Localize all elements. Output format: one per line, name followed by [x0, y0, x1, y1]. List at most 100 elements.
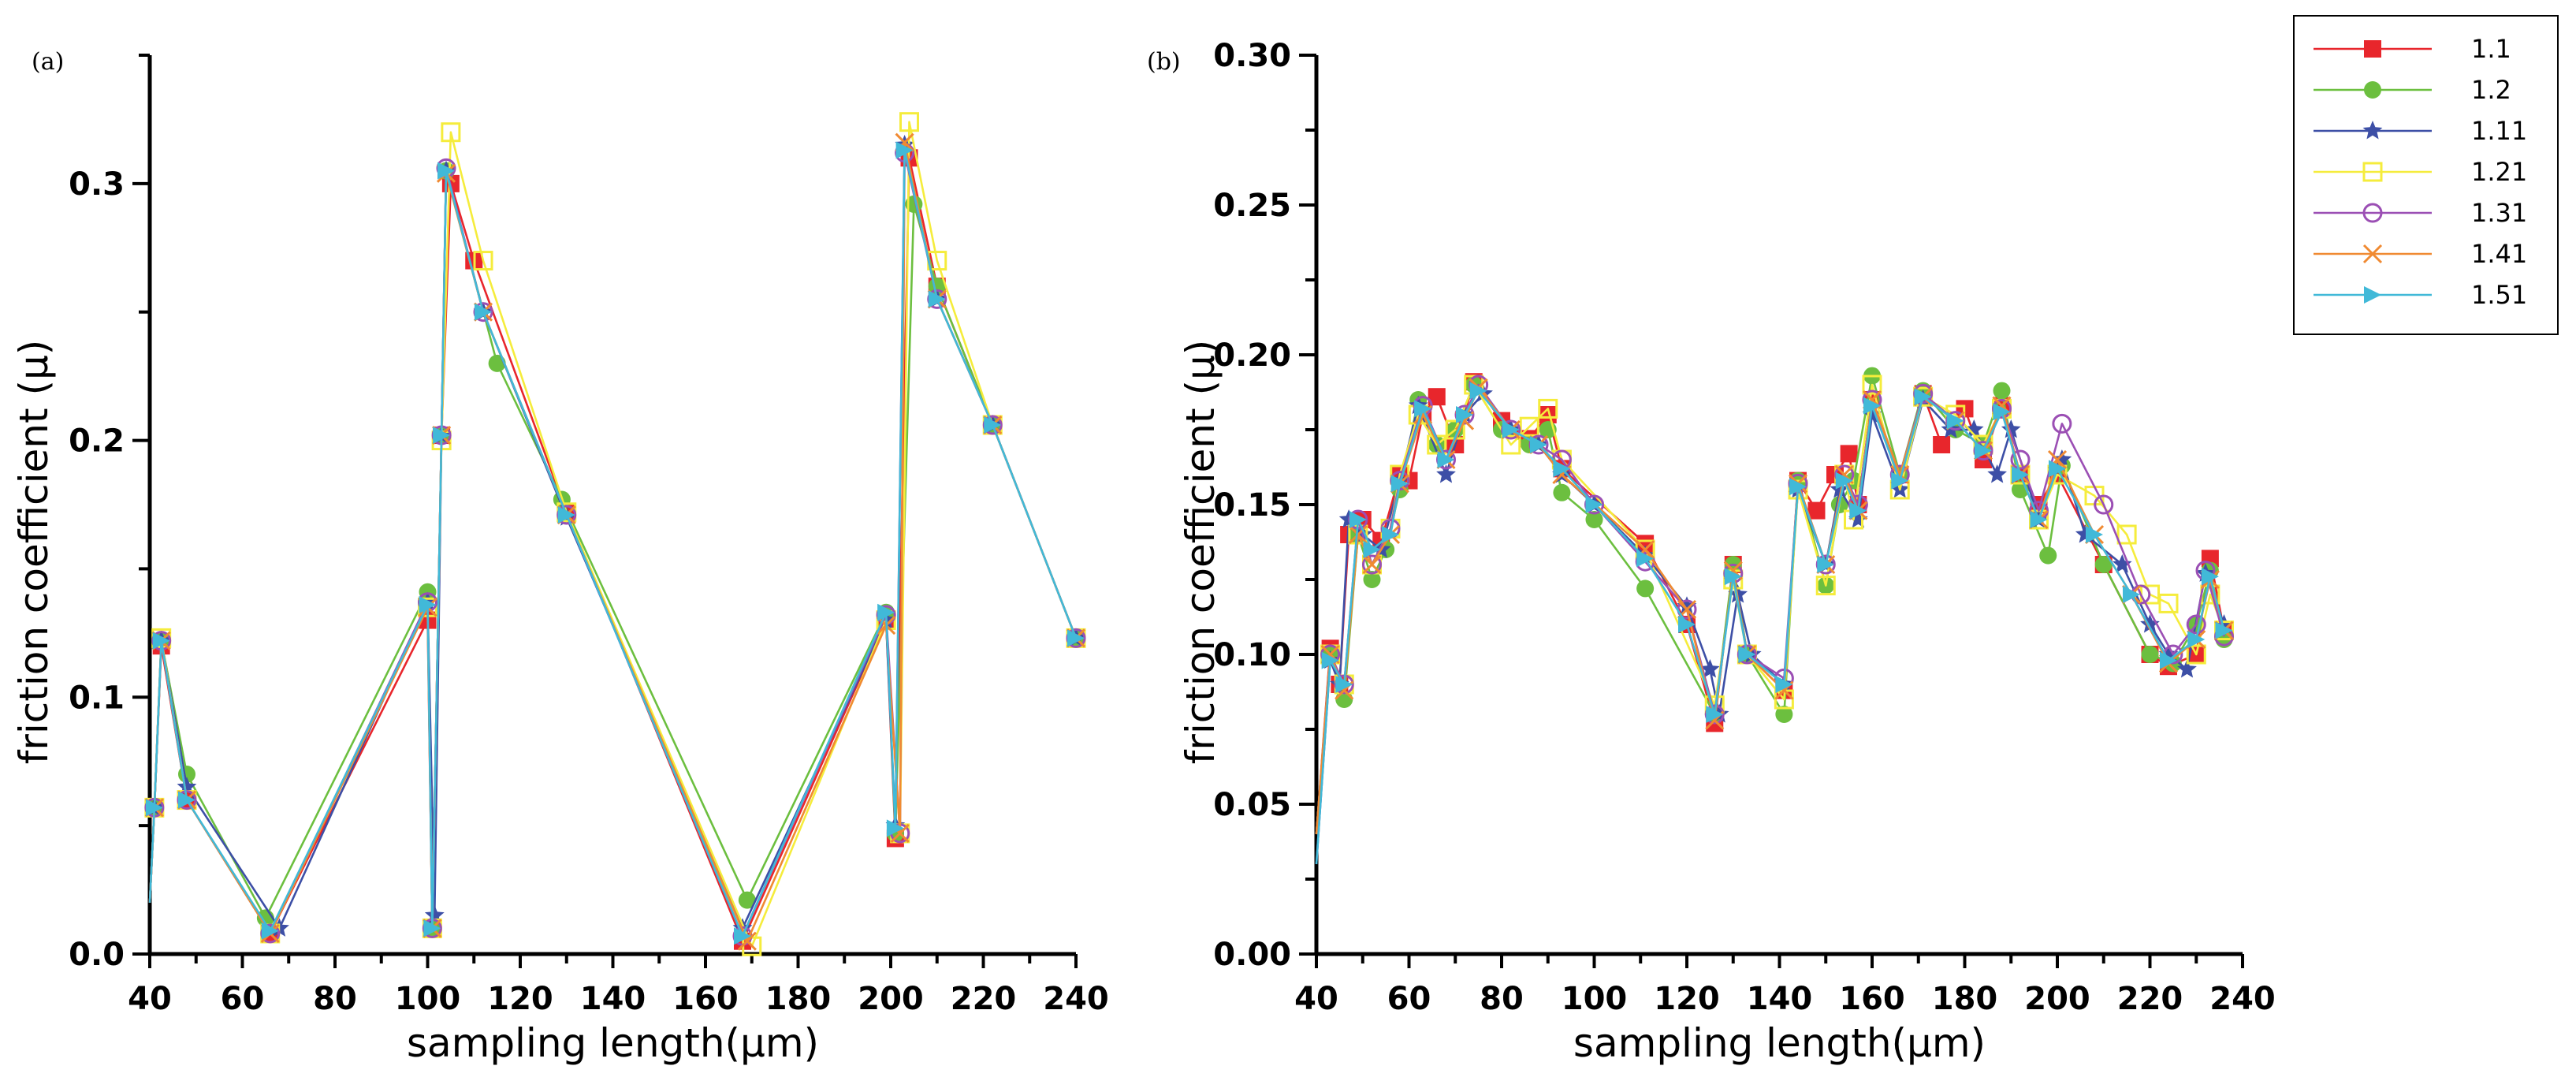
data-point [1436, 464, 1456, 483]
data-point [1363, 571, 1381, 588]
data-point [877, 603, 895, 621]
data-point [2039, 546, 2057, 565]
data-point [1815, 576, 1836, 596]
data-point [1987, 464, 2007, 483]
x-tick-label: 240 [1043, 981, 1109, 1017]
data-point [2094, 556, 2113, 573]
data-point [1390, 475, 1409, 493]
data-point [1862, 375, 1882, 395]
data-point [1363, 541, 1381, 558]
data-point [1585, 496, 1603, 513]
data-point [2177, 659, 2197, 678]
y-tick-label: 0.2 [69, 423, 125, 460]
x-tick-label: 80 [1480, 981, 1524, 1017]
data-point [928, 290, 946, 308]
data-point [2158, 593, 2179, 613]
series-line [148, 149, 1078, 937]
data-point [1414, 400, 1432, 418]
data-point [2187, 631, 2206, 648]
legend-marker [2362, 244, 2383, 264]
legend-label: 1.21 [2471, 157, 2527, 187]
legend-entry: 1.1 [2314, 34, 2511, 64]
panel-b-chart: (b) 40 60 80 100 120 140 160 180 200 220 240 0.00 0.… [1147, 38, 2276, 1066]
data-point [2001, 419, 2021, 438]
legend-marker [2364, 286, 2381, 304]
data-point [441, 122, 461, 143]
x-tick-label: 200 [858, 981, 924, 1017]
data-point [1382, 526, 1399, 543]
y-tick-label: 0.05 [1213, 787, 1291, 823]
series-1-51 [1315, 382, 2233, 865]
data-point [1993, 382, 2011, 400]
data-point [1530, 436, 1547, 453]
data-point [2049, 460, 2066, 478]
legend-label: 1.31 [2471, 198, 2527, 228]
legend-entry: 1.41 [2314, 239, 2527, 269]
data-point [984, 416, 1002, 434]
data-point [2186, 614, 2206, 635]
legend-label: 1.11 [2471, 116, 2527, 146]
x-tick-label: 60 [1387, 981, 1431, 1017]
data-point [1891, 471, 1909, 490]
series-line [1315, 389, 2225, 865]
y-axis-title: friction coefficient (μ) [11, 340, 57, 765]
x-tick-label: 180 [765, 981, 832, 1017]
data-point [1321, 651, 1339, 669]
data-point [2052, 413, 2072, 434]
data-point [1502, 421, 1520, 438]
series-1-51 [145, 141, 1085, 945]
data-point [1946, 412, 1964, 430]
x-axis-title: sampling length(μm) [1573, 1020, 1986, 1066]
y-tick-label: 0.10 [1213, 637, 1291, 673]
data-point [2112, 554, 2132, 573]
legend: 1.1 1.2 1.11 1.21 1.31 1.41 1.51 [2293, 15, 2559, 335]
x-axis-title: sampling length(μm) [407, 1020, 819, 1066]
x-tick-label: 160 [672, 981, 739, 1017]
panel-a-label: (a) [32, 48, 64, 76]
data-point [261, 922, 279, 940]
legend-label: 1.41 [2471, 239, 2527, 269]
x-tick-label: 40 [128, 981, 172, 1017]
data-point [2086, 526, 2103, 543]
x-tick-label: 240 [2209, 981, 2276, 1017]
data-point [1553, 460, 1571, 478]
data-point [1807, 501, 1826, 520]
data-point [886, 819, 904, 837]
data-point [1636, 580, 1655, 598]
legend-entry: 1.21 [2314, 157, 2527, 187]
legend-label: 1.51 [2471, 280, 2527, 310]
data-point [1835, 471, 1853, 490]
data-point [895, 141, 914, 159]
x-tick-label: 40 [1294, 981, 1338, 1017]
data-point [1706, 706, 1724, 723]
data-point [899, 112, 919, 132]
data-point [1775, 706, 1793, 723]
data-point [419, 583, 437, 601]
data-point [738, 891, 756, 909]
x-tick-label: 220 [951, 981, 1017, 1017]
data-point [1724, 568, 1742, 586]
legend-entry: 1.2 [2314, 75, 2511, 105]
data-point [2094, 494, 2114, 515]
data-point [1501, 434, 1521, 455]
data-point [1362, 554, 1382, 575]
x-tick-label: 180 [1932, 981, 1998, 1017]
y-axis-title: friction coefficient (μ) [1178, 340, 1223, 765]
data-point [1914, 388, 1932, 406]
legend-marker [2362, 203, 2383, 223]
data-point [2010, 449, 2031, 470]
data-point [1840, 445, 1858, 463]
data-point [1636, 535, 1655, 553]
data-point [145, 799, 163, 817]
data-point [473, 251, 493, 271]
data-point [2140, 614, 2160, 633]
data-point [1553, 483, 1571, 501]
data-point [1678, 616, 1696, 633]
x-tick-label: 200 [2024, 981, 2090, 1017]
data-point [1993, 403, 2011, 421]
data-point [423, 919, 441, 937]
data-point [178, 791, 195, 809]
legend-marker [2362, 162, 2383, 182]
x-tick-label: 120 [1654, 981, 1720, 1017]
x-tick-label: 80 [313, 981, 357, 1017]
